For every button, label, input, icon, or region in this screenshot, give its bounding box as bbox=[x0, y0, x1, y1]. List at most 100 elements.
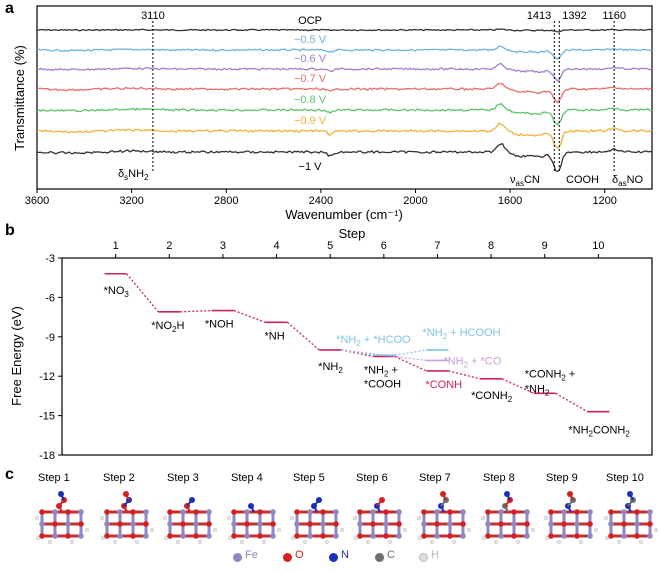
energy-label: *NH2CONH2 bbox=[568, 425, 630, 439]
step-tick-label: 1 bbox=[113, 240, 119, 252]
atom bbox=[452, 540, 457, 545]
atom bbox=[567, 491, 573, 497]
atom bbox=[257, 521, 263, 527]
panel-a-x-ticks: 3600 3200 2800 2400 2000 1600 1200 bbox=[25, 189, 617, 207]
step-tick-label: 10 bbox=[592, 240, 604, 252]
atom bbox=[531, 528, 536, 533]
atom bbox=[524, 521, 530, 527]
atom bbox=[65, 521, 71, 527]
atom bbox=[354, 536, 359, 541]
panel-letter-c: c bbox=[5, 466, 14, 483]
series-label: −0.9 V bbox=[294, 115, 327, 127]
x-tick-label: 1600 bbox=[498, 195, 522, 207]
atom bbox=[608, 521, 614, 527]
atom bbox=[574, 521, 580, 527]
atom bbox=[270, 533, 276, 539]
atom bbox=[52, 509, 58, 515]
atom bbox=[180, 509, 186, 515]
atom bbox=[117, 509, 123, 515]
atom bbox=[39, 533, 45, 539]
panel-b-labels: *NO3 *NO2H *NOH *NH *NH2 *NH2 +*COOH *CONH *CON… bbox=[104, 285, 631, 439]
atom bbox=[212, 528, 217, 533]
atom bbox=[545, 536, 550, 541]
atom bbox=[594, 528, 599, 533]
atom bbox=[421, 521, 427, 527]
energy-label: *NH2 bbox=[525, 383, 550, 397]
atom bbox=[548, 521, 554, 527]
atom bbox=[99, 516, 104, 521]
energy-label: *NH2 + bbox=[364, 365, 398, 379]
c-legend-dot bbox=[375, 553, 384, 562]
x-tick-label: 3600 bbox=[25, 195, 49, 207]
spectrum-line bbox=[36, 28, 653, 33]
atom bbox=[430, 540, 435, 545]
atom bbox=[639, 540, 644, 545]
atom bbox=[307, 509, 313, 515]
atom bbox=[333, 509, 339, 515]
panel-a-x-axis-title: Wavenumber (cm⁻¹) bbox=[285, 207, 403, 222]
atom bbox=[447, 521, 453, 527]
side-label: *NH2 + *CO bbox=[443, 355, 501, 369]
energy-label: *NH bbox=[265, 330, 285, 342]
atom bbox=[370, 533, 376, 539]
atom bbox=[634, 521, 640, 527]
atom bbox=[307, 533, 313, 539]
band-marker-label: 1160 bbox=[602, 10, 626, 22]
step-tick-label: 6 bbox=[381, 240, 387, 252]
atom bbox=[231, 521, 237, 527]
atom bbox=[65, 533, 71, 539]
atom bbox=[340, 528, 345, 533]
atom bbox=[561, 533, 567, 539]
x-tick-label: 3200 bbox=[119, 195, 143, 207]
step-tick-label: 4 bbox=[273, 240, 279, 252]
atom bbox=[294, 533, 300, 539]
atom bbox=[52, 533, 58, 539]
step-tick-label: 3 bbox=[220, 240, 226, 252]
x-tick-label: 2400 bbox=[309, 195, 333, 207]
atom bbox=[143, 533, 149, 539]
series-label: −0.5 V bbox=[294, 34, 327, 46]
atom bbox=[605, 536, 610, 541]
atom bbox=[244, 509, 250, 515]
atom bbox=[320, 509, 326, 515]
y-tick-label: -15 bbox=[39, 411, 55, 423]
panel-c-structures bbox=[35, 491, 659, 545]
structure-step bbox=[481, 491, 536, 545]
atom bbox=[634, 533, 640, 539]
atom bbox=[498, 509, 504, 515]
atom bbox=[231, 509, 237, 515]
energy-label: *CONH2 bbox=[471, 390, 513, 404]
atom bbox=[193, 509, 199, 515]
atom bbox=[357, 533, 363, 539]
atom bbox=[561, 521, 567, 527]
atom bbox=[516, 540, 521, 545]
atom bbox=[262, 540, 267, 545]
atom bbox=[248, 503, 254, 509]
atom bbox=[69, 540, 74, 545]
atom bbox=[78, 509, 84, 515]
spectrum-line bbox=[36, 102, 653, 126]
atom bbox=[123, 491, 129, 497]
atom bbox=[206, 521, 212, 527]
atom bbox=[383, 521, 389, 527]
step-tick-label: 7 bbox=[434, 240, 440, 252]
atom bbox=[130, 533, 136, 539]
y-tick-label: -18 bbox=[39, 450, 55, 462]
atom bbox=[117, 533, 123, 539]
atom bbox=[388, 540, 393, 545]
step-tick-label: 5 bbox=[327, 240, 333, 252]
step-label: Step 8 bbox=[483, 472, 515, 484]
panel-letter-a: a bbox=[5, 0, 14, 17]
step-label: Step 10 bbox=[606, 472, 644, 484]
spectrum-line bbox=[36, 62, 653, 82]
atom bbox=[162, 516, 167, 521]
atom bbox=[325, 540, 330, 545]
atom bbox=[270, 521, 276, 527]
atom bbox=[100, 536, 105, 541]
panel-b-step-axis-title: Step bbox=[339, 226, 366, 241]
atom bbox=[481, 516, 486, 521]
atom bbox=[370, 509, 376, 515]
atom bbox=[167, 521, 173, 527]
atom bbox=[39, 521, 45, 527]
atom bbox=[485, 521, 491, 527]
